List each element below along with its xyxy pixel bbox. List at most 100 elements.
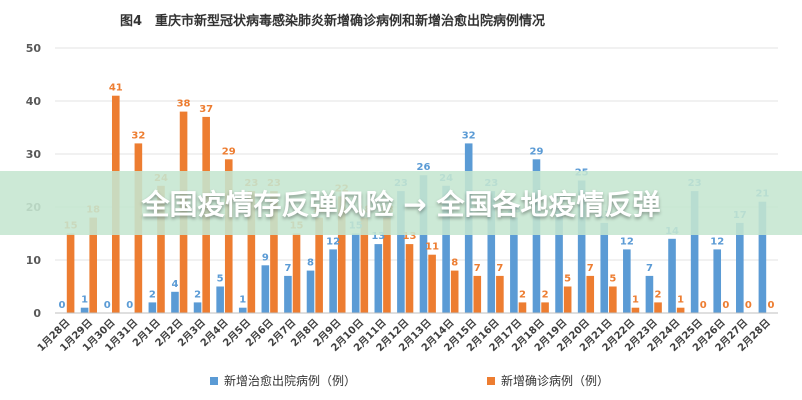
bar-confirmed xyxy=(450,270,459,313)
data-label-confirmed: 0 xyxy=(700,300,707,311)
data-label-confirmed: 2 xyxy=(655,289,662,300)
bar-confirmed xyxy=(631,307,640,313)
bar-discharged xyxy=(600,222,609,313)
data-label-confirmed: 8 xyxy=(451,258,458,269)
chart-title: 图4 重庆市新型冠状病毒感染肺炎新增确诊病例和新增治愈出院病例情况 xyxy=(120,14,546,29)
data-label-confirmed: 32 xyxy=(131,130,145,141)
bar-confirmed xyxy=(224,159,233,313)
bar-discharged xyxy=(171,291,179,313)
bar-confirmed xyxy=(337,196,346,313)
data-label-discharged: 0 xyxy=(126,300,133,311)
bar-discharged xyxy=(397,191,405,313)
data-label-confirmed: 41 xyxy=(109,83,123,94)
y-tick-label: 0 xyxy=(33,307,41,320)
bar-discharged xyxy=(487,191,496,313)
bar-discharged xyxy=(690,191,699,313)
data-label-discharged: 12 xyxy=(710,236,724,247)
data-label-discharged: 2 xyxy=(149,289,156,300)
legend-swatch-blue xyxy=(210,376,218,385)
bar-confirmed xyxy=(428,254,436,313)
bar-discharged xyxy=(645,275,654,313)
data-label-discharged: 1 xyxy=(81,295,88,306)
y-axis: 01020304050 xyxy=(26,42,42,320)
overlay-text: 全国疫情存反弹风险 → 全国各地疫情反弹 xyxy=(141,188,661,221)
data-label-discharged: 12 xyxy=(620,236,634,247)
bar-discharged xyxy=(442,185,450,313)
bar-confirmed xyxy=(383,217,391,313)
bar-discharged xyxy=(736,222,744,313)
bar-discharged xyxy=(419,175,428,313)
bar-confirmed xyxy=(496,275,504,313)
bar-discharged xyxy=(193,302,202,313)
data-label-discharged: 0 xyxy=(104,300,111,311)
data-label-discharged: 9 xyxy=(262,252,269,263)
data-label-discharged: 2 xyxy=(194,289,201,300)
y-tick-label: 10 xyxy=(26,254,42,267)
bar-confirmed xyxy=(89,217,97,313)
bar-discharged xyxy=(758,201,767,313)
data-label-discharged: 7 xyxy=(284,263,291,274)
data-label-discharged: 13 xyxy=(371,231,385,242)
x-axis: 1月28日1月29日1月30日1月31日2月1日2月2日2月3日2月4日2月5日… xyxy=(35,312,778,354)
bar-confirmed xyxy=(563,286,572,313)
data-label-discharged: 0 xyxy=(59,300,66,311)
data-label-confirmed: 1 xyxy=(632,295,639,306)
data-label-discharged: 4 xyxy=(171,279,178,290)
legend-item-confirmed: 新增确诊病例（例） xyxy=(487,372,609,389)
data-label-discharged: 8 xyxy=(307,258,314,269)
data-label-discharged: 26 xyxy=(417,162,431,173)
bar-confirmed xyxy=(609,286,617,313)
data-label-confirmed: 5 xyxy=(564,274,571,285)
data-label-confirmed: 0 xyxy=(768,300,775,311)
data-label-confirmed: 1 xyxy=(677,295,684,306)
bar-discharged xyxy=(351,233,360,313)
data-label-confirmed: 2 xyxy=(519,289,526,300)
data-label-confirmed: 2 xyxy=(542,289,549,300)
data-label-confirmed: 7 xyxy=(587,263,594,274)
bar-discharged xyxy=(80,307,89,313)
data-label-confirmed: 0 xyxy=(745,300,752,311)
bar-discharged xyxy=(238,307,247,313)
legend-item-discharged: 新增治愈出院病例（例） xyxy=(210,372,356,389)
bar-confirmed xyxy=(518,302,527,313)
data-label-discharged: 29 xyxy=(530,146,544,157)
y-tick-label: 50 xyxy=(26,42,42,55)
bar-confirmed xyxy=(360,217,369,313)
bar-confirmed xyxy=(292,233,301,313)
data-label-discharged: 7 xyxy=(646,263,653,274)
data-label-discharged: 12 xyxy=(326,236,340,247)
bar-discharged xyxy=(284,275,292,313)
bar-discharged xyxy=(148,302,157,313)
data-label-confirmed: 38 xyxy=(177,99,191,110)
legend-swatch-orange xyxy=(487,376,495,385)
bar-confirmed xyxy=(654,302,662,313)
data-label-confirmed: 0 xyxy=(722,300,729,311)
bar-confirmed xyxy=(586,275,595,313)
data-label-discharged: 5 xyxy=(217,274,224,285)
data-label-confirmed: 13 xyxy=(403,231,417,242)
bar-discharged xyxy=(329,249,337,313)
bar-confirmed xyxy=(270,191,278,313)
bar-discharged xyxy=(577,180,586,313)
bar-confirmed xyxy=(66,233,75,313)
bar-confirmed xyxy=(405,244,414,313)
bar-discharged xyxy=(532,159,541,313)
bar-confirmed xyxy=(541,302,549,313)
bar-discharged xyxy=(374,244,383,313)
bar-confirmed xyxy=(473,275,482,313)
bar-discharged xyxy=(713,249,722,313)
bar-discharged xyxy=(510,217,518,313)
data-label-confirmed: 11 xyxy=(425,242,439,253)
bar-discharged xyxy=(216,286,224,313)
bar-discharged xyxy=(306,270,315,313)
data-label-confirmed: 29 xyxy=(222,146,236,157)
bar-confirmed xyxy=(157,185,165,313)
legend-label-confirmed: 新增确诊病例（例） xyxy=(501,374,610,388)
bar-discharged xyxy=(261,265,270,313)
bar-discharged xyxy=(555,207,563,313)
data-label-confirmed: 5 xyxy=(609,274,616,285)
bar-discharged xyxy=(623,249,631,313)
bar-confirmed xyxy=(315,217,323,313)
data-label-discharged: 32 xyxy=(462,130,476,141)
data-label-confirmed: 7 xyxy=(474,263,481,274)
